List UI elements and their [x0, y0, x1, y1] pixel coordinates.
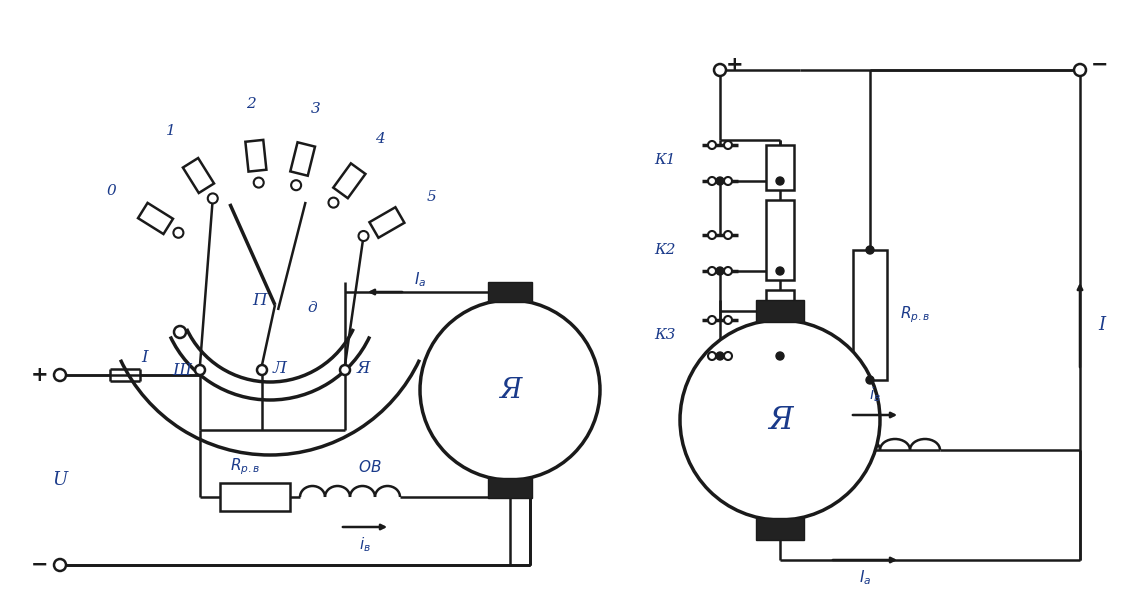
Circle shape — [708, 177, 716, 185]
Text: К1: К1 — [654, 153, 676, 167]
Circle shape — [866, 376, 874, 384]
Text: $R_{р.в}$: $R_{р.в}$ — [900, 305, 930, 325]
Circle shape — [866, 246, 874, 254]
Bar — [488, 282, 532, 302]
Bar — [766, 145, 794, 190]
Circle shape — [708, 231, 716, 239]
Circle shape — [292, 180, 301, 190]
Bar — [488, 478, 532, 498]
Circle shape — [1075, 64, 1086, 76]
Circle shape — [708, 316, 716, 324]
Circle shape — [716, 352, 724, 360]
Bar — [853, 250, 887, 380]
Text: U: U — [53, 471, 68, 489]
Text: 1: 1 — [166, 125, 176, 138]
Text: $i_{в}$: $i_{в}$ — [869, 386, 881, 405]
Circle shape — [724, 141, 732, 149]
Circle shape — [420, 300, 600, 480]
Text: $I_{а}$: $I_{а}$ — [859, 569, 871, 588]
Text: $R_{р.в}$: $R_{р.в}$ — [230, 457, 261, 477]
Text: К2: К2 — [654, 243, 676, 257]
Circle shape — [724, 352, 732, 360]
Text: 5: 5 — [427, 190, 437, 203]
Circle shape — [680, 320, 881, 520]
Circle shape — [716, 177, 724, 185]
Text: 2: 2 — [246, 97, 255, 111]
Circle shape — [708, 141, 716, 149]
Bar — [757, 300, 804, 322]
Polygon shape — [138, 203, 173, 234]
Polygon shape — [333, 163, 365, 198]
Circle shape — [328, 198, 339, 208]
Text: Я: Я — [499, 376, 521, 403]
Circle shape — [776, 352, 784, 360]
Polygon shape — [183, 158, 214, 193]
Text: −: − — [31, 555, 48, 575]
Circle shape — [54, 559, 65, 571]
Circle shape — [340, 365, 350, 375]
Text: 4: 4 — [375, 132, 385, 146]
Circle shape — [776, 267, 784, 275]
Text: $i_{в}$: $i_{в}$ — [359, 535, 371, 554]
Text: Л: Л — [273, 360, 287, 376]
Circle shape — [195, 365, 205, 375]
Polygon shape — [370, 207, 404, 238]
Text: $ОВ$: $ОВ$ — [358, 459, 382, 475]
Circle shape — [724, 177, 732, 185]
Text: Я: Я — [768, 405, 792, 435]
Polygon shape — [246, 140, 266, 171]
Text: −: − — [1092, 55, 1109, 75]
Circle shape — [724, 267, 732, 275]
Circle shape — [724, 231, 732, 239]
Text: +: + — [31, 365, 49, 385]
Bar — [766, 200, 794, 280]
Text: д: д — [308, 301, 317, 315]
Circle shape — [708, 267, 716, 275]
Text: П: П — [253, 292, 267, 308]
Bar — [220, 483, 290, 511]
Text: +: + — [727, 55, 744, 75]
Circle shape — [254, 177, 264, 188]
Text: 3: 3 — [310, 101, 320, 115]
Text: 0: 0 — [107, 184, 116, 198]
Text: I: I — [141, 349, 148, 365]
Bar — [766, 290, 794, 365]
Text: Ш: Ш — [172, 362, 192, 378]
Circle shape — [257, 365, 267, 375]
Circle shape — [54, 369, 65, 381]
Text: Я: Я — [356, 360, 370, 376]
Circle shape — [208, 193, 218, 203]
Circle shape — [714, 64, 726, 76]
Text: I: I — [1099, 316, 1106, 334]
Circle shape — [776, 177, 784, 185]
Circle shape — [724, 316, 732, 324]
Circle shape — [358, 231, 369, 241]
Bar — [757, 518, 804, 540]
Polygon shape — [290, 142, 315, 176]
Text: $I_{а}$: $I_{а}$ — [413, 271, 426, 289]
Circle shape — [173, 228, 184, 238]
Text: К3: К3 — [654, 328, 676, 342]
Circle shape — [174, 326, 186, 338]
Circle shape — [716, 267, 724, 275]
Circle shape — [708, 352, 716, 360]
